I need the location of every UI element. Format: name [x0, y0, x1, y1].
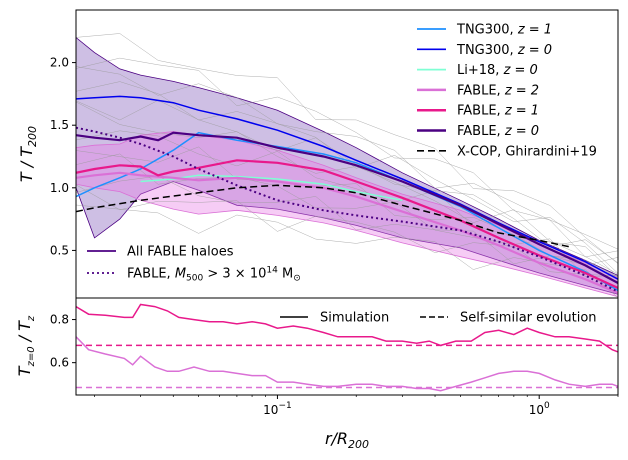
legend-label: FABLE, z = 1 — [457, 104, 539, 119]
legend-label: Li+18, z = 0 — [457, 63, 538, 78]
top-panel: 0.51.01.52.0 T / T200 TNG300, z = 1TNG30… — [17, 9, 619, 299]
legend-label: All FABLE haloes — [127, 245, 234, 260]
legend-label: TNG300, z = 1 — [456, 23, 552, 38]
y-tick-label: 0.8 — [50, 313, 69, 327]
top-y-axis-label: T / T200 — [17, 126, 39, 182]
legend-label: TNG300, z = 0 — [456, 43, 552, 58]
series-line-3 — [76, 171, 618, 295]
halo-profile-line — [76, 146, 618, 266]
halo-profile-line — [76, 175, 618, 278]
bottom-plot-area — [76, 303, 618, 392]
y-tick-label: 2.0 — [50, 56, 69, 70]
y-tick-label: 1.5 — [50, 118, 69, 132]
x-axis-label: r/R200 — [325, 429, 369, 451]
y-tick-label: 0.5 — [50, 243, 69, 257]
bottom-axes-frame — [75, 297, 619, 396]
bottom-y-axis-label: Tz=0 / Tz — [15, 315, 37, 376]
halo-profile-line — [76, 130, 618, 278]
legend-label: Simulation — [320, 311, 389, 326]
y-tick-label: 0.6 — [50, 356, 69, 370]
series-line-6 — [76, 126, 618, 293]
legend-label: Self-similar evolution — [460, 311, 597, 326]
legend-label: FABLE, z = 0 — [457, 124, 539, 139]
x-tick-label: 10−1 — [263, 401, 292, 417]
top-plot-area — [76, 33, 618, 298]
top-legend: TNG300, z = 1 TNG300, z = 0 Li+18, z = 0 FA… — [417, 23, 597, 159]
legend-label: FABLE, M500 > 3 × 1014 M⊙ — [127, 266, 301, 284]
y-tick-label: 1.0 — [50, 181, 69, 195]
halo-profile-line — [76, 66, 618, 258]
ratio-line-0 — [76, 303, 618, 353]
legend-label: FABLE, z = 2 — [457, 83, 539, 98]
top-y-ticks: 0.5 1.0 1.5 2.0 — [50, 56, 76, 257]
series-line-5 — [76, 131, 618, 284]
series-line-7 — [76, 184, 570, 248]
halo-profile-line — [76, 57, 618, 250]
top-legend-lower: All FABLE haloes FABLE, M500 > 3 × 1014 M… — [87, 245, 301, 284]
legend-label: X-COP, Ghirardini+19 — [457, 144, 597, 159]
x-tick-label: 100 — [529, 401, 550, 417]
bottom-y-ticks: 0.6 0.8 — [50, 313, 76, 370]
bottom-legend: Simulation Self-similar evolution — [280, 311, 597, 326]
bottom-x-ticks: 10−1 100 — [94, 395, 619, 417]
bottom-panel: 0.6 0.8 10−1 100 Tz=0 / Tz r/R200 Simulati… — [15, 297, 619, 451]
ratio-line-1 — [76, 336, 618, 392]
series-line-4 — [76, 159, 618, 289]
halo-profile-line — [76, 33, 618, 264]
series-line-1 — [76, 95, 618, 280]
